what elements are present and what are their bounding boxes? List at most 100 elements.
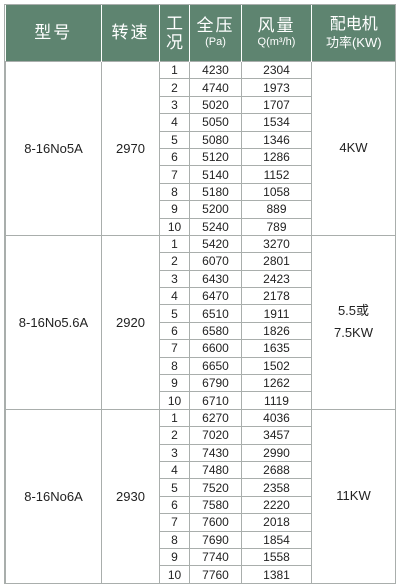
flow-cell: 1502	[241, 356, 312, 376]
flow-cell: 2801	[241, 252, 312, 271]
condition-cell: 7	[159, 513, 190, 532]
flow-cell: 2688	[241, 460, 312, 480]
power-line1: 4KW	[339, 140, 368, 156]
flow-cell: 2220	[241, 495, 312, 515]
flow-cell: 1119	[241, 391, 312, 410]
speed-cell: 2930	[101, 408, 160, 583]
pressure-cell: 7600	[189, 513, 242, 532]
header-pressure-unit: (Pa)	[205, 36, 226, 49]
pressure-cell: 7020	[189, 426, 242, 445]
table-row: 9 7740 1558	[6, 547, 396, 567]
condition-cell: 3	[159, 443, 190, 462]
pressure-cell: 7690	[189, 530, 242, 549]
table-row: 10 6710 1119	[6, 391, 396, 410]
flow-cell: 1262	[241, 374, 312, 393]
pressure-cell: 6070	[189, 252, 242, 271]
power-cell: 5.5或 7.5KW	[311, 234, 395, 410]
power-line1: 11KW	[336, 488, 371, 504]
flow-cell: 1058	[241, 182, 312, 202]
condition-cell: 5	[159, 304, 190, 323]
flow-cell: 1286	[241, 147, 312, 167]
flow-cell: 2018	[241, 513, 312, 532]
model-cell: 8-16No6A	[5, 408, 102, 583]
table-row: 6 6580 1826	[6, 321, 396, 341]
condition-cell: 5	[159, 130, 190, 149]
condition-cell: 7	[159, 165, 190, 184]
table-body: 8-16No5A 2970 1 4230 2304 4KW 2 4740 1973 3 5020 17…	[5, 60, 396, 583]
table-row: 2 7020 3457	[6, 426, 396, 445]
table-row: 9 5200 889	[6, 200, 396, 219]
pressure-cell: 6510	[189, 304, 242, 323]
condition-cell: 10	[159, 391, 190, 410]
table-row: 6 5120 1286	[6, 147, 396, 167]
pressure-cell: 5050	[189, 113, 242, 132]
flow-cell: 1826	[241, 321, 312, 341]
model-cell: 8-16No5A	[5, 61, 102, 236]
pressure-cell: 4740	[189, 78, 242, 97]
pressure-cell: 6580	[189, 321, 242, 341]
condition-cell: 10	[159, 217, 190, 236]
pressure-cell: 5420	[189, 234, 242, 254]
pressure-cell: 5200	[189, 200, 242, 219]
header-power-line1: 配电机	[329, 15, 378, 33]
condition-cell: 10	[159, 565, 190, 583]
header-power: 配电机 功率(KW)	[311, 5, 395, 62]
pressure-cell: 6430	[189, 269, 242, 289]
flow-cell: 2304	[241, 60, 312, 80]
table-row: 8-16No5A 2970 1 4230 2304 4KW	[5, 60, 395, 236]
pressure-cell: 5240	[189, 217, 242, 236]
pressure-cell: 5020	[189, 95, 242, 115]
table-row: 5 6510 1911	[6, 304, 396, 323]
flow-cell: 1854	[241, 530, 312, 549]
condition-cell: 1	[159, 60, 190, 80]
pressure-cell: 6650	[189, 356, 242, 376]
pressure-cell: 5080	[189, 130, 242, 149]
flow-cell: 1911	[241, 304, 312, 323]
flow-cell: 1707	[241, 95, 312, 115]
table-row: 10 7760 1381	[6, 565, 396, 583]
pressure-cell: 5120	[189, 147, 242, 167]
table-row: 10 5240 789	[6, 217, 396, 236]
header-condition-line1: 工	[166, 14, 183, 33]
header-flow-label: 风量	[257, 16, 296, 36]
condition-cell: 7	[159, 339, 190, 358]
condition-cell: 2	[159, 252, 190, 271]
header-model: 型号	[5, 5, 102, 62]
table-row: 8 5180 1058	[6, 182, 396, 202]
flow-cell: 1152	[241, 165, 312, 184]
table-row: 3 7430 2990	[6, 443, 396, 462]
flow-cell: 1973	[241, 78, 312, 97]
pressure-cell: 6470	[189, 287, 242, 306]
flow-cell: 3457	[241, 426, 312, 445]
table-row: 7 5140 1152	[6, 165, 396, 184]
header-speed: 转速	[101, 5, 160, 62]
condition-cell: 1	[159, 408, 190, 428]
pressure-cell: 7480	[189, 460, 242, 480]
condition-cell: 1	[159, 234, 190, 254]
condition-cell: 8	[159, 356, 190, 376]
table-header: 型号 转速 工 况 全压 (Pa) 风量 Q(m³/h) 配电机 功率(KW)	[5, 5, 395, 62]
table-row: 4 7480 2688	[6, 460, 396, 480]
pressure-cell: 6270	[189, 408, 242, 428]
condition-cell: 5	[159, 478, 190, 497]
power-line1: 5.5或	[337, 303, 370, 319]
pressure-cell: 7430	[189, 443, 242, 462]
condition-cell: 3	[159, 95, 190, 115]
pressure-cell: 5140	[189, 165, 242, 184]
flow-cell: 1534	[241, 113, 312, 132]
fan-performance-table: 型号 转速 工 况 全压 (Pa) 风量 Q(m³/h) 配电机 功率(KW)	[5, 5, 396, 583]
header-condition: 工 况	[159, 5, 190, 62]
fan-performance-table-frame: 型号 转速 工 况 全压 (Pa) 风量 Q(m³/h) 配电机 功率(KW)	[4, 4, 396, 584]
header-pressure: 全压 (Pa)	[189, 5, 242, 62]
speed-cell: 2920	[101, 234, 160, 410]
header-condition-line2: 况	[166, 33, 183, 52]
pressure-cell: 7760	[189, 565, 242, 583]
condition-cell: 9	[159, 374, 190, 393]
table-row: 8-16No5.6A 2920 1 5420 3270 5.5或 7.5KW	[5, 234, 395, 410]
table-row: 2 4740 1973	[6, 78, 396, 97]
flow-cell: 2178	[241, 287, 312, 306]
flow-cell: 1558	[241, 547, 312, 567]
table-row: 8-16No6A 2930 1 6270 4036 11KW	[5, 408, 395, 583]
pressure-cell: 5180	[189, 182, 242, 202]
condition-cell: 8	[159, 182, 190, 202]
